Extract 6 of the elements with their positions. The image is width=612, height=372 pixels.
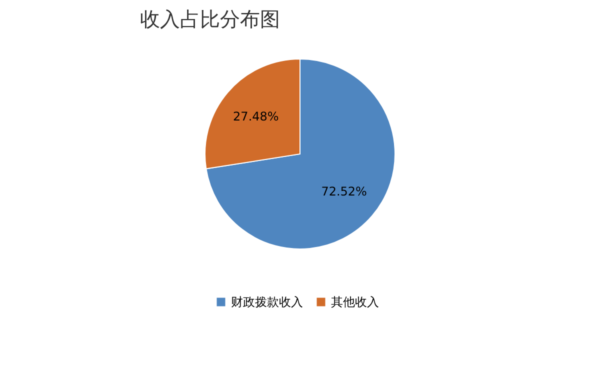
legend-label: 其他收入 (331, 295, 379, 309)
legend-label: 财政拨款收入 (231, 295, 303, 309)
pie-slice (206, 58, 396, 250)
data-label: 72.52% (321, 184, 367, 199)
chart-title: 收入占比分布图 (140, 7, 280, 31)
data-label: 27.48% (233, 109, 279, 124)
